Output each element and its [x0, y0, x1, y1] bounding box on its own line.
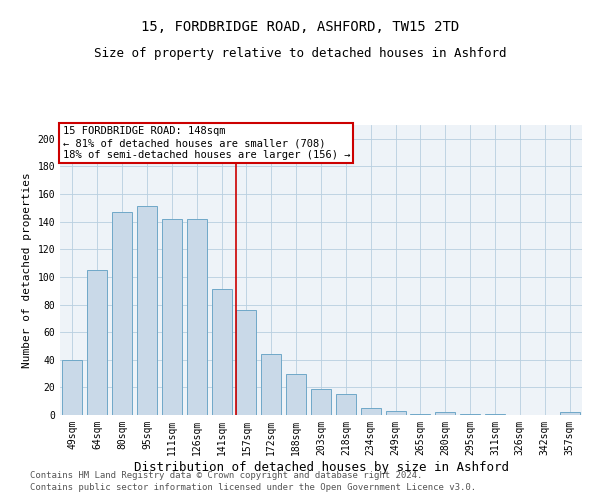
- Bar: [88, 270, 107, 415]
- Bar: [236, 310, 256, 415]
- Bar: [460, 414, 480, 415]
- Bar: [262, 354, 281, 415]
- Bar: [212, 290, 232, 415]
- Bar: [485, 414, 505, 415]
- Bar: [311, 389, 331, 415]
- Bar: [112, 212, 132, 415]
- Text: Contains public sector information licensed under the Open Government Licence v3: Contains public sector information licen…: [30, 484, 476, 492]
- Bar: [336, 394, 356, 415]
- Bar: [137, 206, 157, 415]
- Text: 15 FORDBRIDGE ROAD: 148sqm
← 81% of detached houses are smaller (708)
18% of sem: 15 FORDBRIDGE ROAD: 148sqm ← 81% of deta…: [62, 126, 350, 160]
- Bar: [162, 219, 182, 415]
- Text: Contains HM Land Registry data © Crown copyright and database right 2024.: Contains HM Land Registry data © Crown c…: [30, 471, 422, 480]
- Text: 15, FORDBRIDGE ROAD, ASHFORD, TW15 2TD: 15, FORDBRIDGE ROAD, ASHFORD, TW15 2TD: [141, 20, 459, 34]
- Bar: [560, 412, 580, 415]
- Y-axis label: Number of detached properties: Number of detached properties: [22, 172, 32, 368]
- Bar: [286, 374, 306, 415]
- Text: Size of property relative to detached houses in Ashford: Size of property relative to detached ho…: [94, 48, 506, 60]
- Bar: [386, 411, 406, 415]
- Bar: [436, 412, 455, 415]
- Bar: [62, 360, 82, 415]
- Bar: [187, 219, 206, 415]
- X-axis label: Distribution of detached houses by size in Ashford: Distribution of detached houses by size …: [133, 460, 509, 473]
- Bar: [410, 414, 430, 415]
- Bar: [361, 408, 380, 415]
